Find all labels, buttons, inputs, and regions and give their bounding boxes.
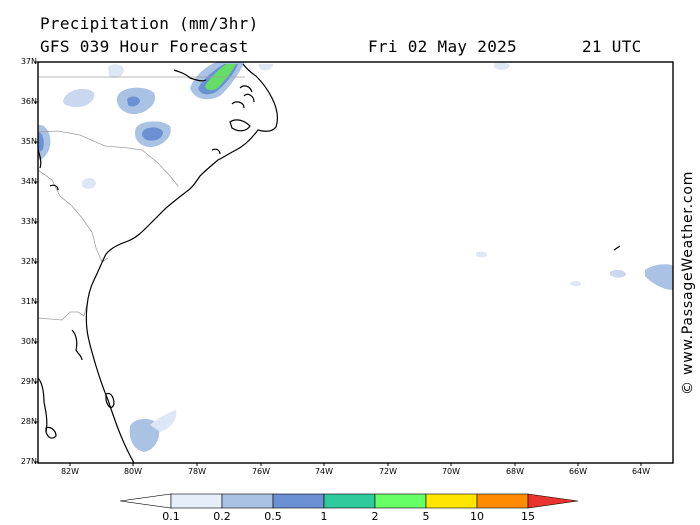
forecast-label: GFS 039 Hour Forecast <box>40 37 249 56</box>
colorbar-label: 5 <box>422 510 430 523</box>
forecast-date: Fri 02 May 2025 <box>368 37 517 56</box>
colorbar-cell <box>272 493 325 509</box>
axis-ticks <box>35 61 642 466</box>
lat-label: 37N <box>20 57 37 66</box>
lon-label: 80W <box>123 467 143 476</box>
forecast-time: 21 UTC <box>582 37 642 56</box>
lon-label: 78W <box>187 467 207 476</box>
lat-label: 34N <box>20 177 37 186</box>
colorbar-label: 1 <box>320 510 328 523</box>
precip-areas <box>38 62 673 452</box>
colorbar-label: 0.2 <box>213 510 231 523</box>
precip-area <box>82 178 96 189</box>
precip-area <box>38 124 51 160</box>
colorbar-cell <box>527 493 579 509</box>
lat-label: 28N <box>20 417 37 426</box>
colorbar-cell <box>374 493 427 509</box>
lat-label: 35N <box>20 137 37 146</box>
lon-label: 76W <box>251 467 271 476</box>
lat-label: 33N <box>20 217 37 226</box>
lon-label: 68W <box>505 467 525 476</box>
precip-area <box>494 62 510 70</box>
precip-area <box>142 127 163 141</box>
precip-area <box>476 251 488 258</box>
precip-area <box>570 281 582 287</box>
colorbar-cell <box>170 493 223 509</box>
lat-label: 29N <box>20 377 37 386</box>
lon-label: 72W <box>378 467 398 476</box>
precip-area <box>150 410 177 432</box>
map-title: Precipitation (mm/3hr) <box>40 14 259 33</box>
colorbar-cell <box>221 493 274 509</box>
colorbar <box>119 493 579 509</box>
lat-label: 30N <box>20 337 37 346</box>
colorbar-label: 2 <box>371 510 379 523</box>
lon-label: 82W <box>60 467 80 476</box>
colorbar-label: 0.5 <box>264 510 282 523</box>
colorbar-label: 10 <box>470 510 484 523</box>
colorbar-cell <box>425 493 478 509</box>
colorbar-cell <box>119 493 172 509</box>
precip-area <box>63 88 95 108</box>
lon-label: 70W <box>441 467 461 476</box>
colorbar-cell <box>476 493 529 509</box>
colorbar-label: 0.1 <box>162 510 180 523</box>
watermark-text: © www.PassageWeather.com <box>680 170 696 395</box>
lon-label: 66W <box>568 467 588 476</box>
lat-label: 27N <box>20 457 37 466</box>
precip-area <box>610 269 626 278</box>
precip-area <box>258 64 274 71</box>
lat-label: 36N <box>20 97 37 106</box>
colorbar-label: 15 <box>521 510 535 523</box>
precip-area <box>38 132 44 152</box>
lat-label: 31N <box>20 297 37 306</box>
lon-label: 64W <box>631 467 651 476</box>
lat-label: 32N <box>20 257 37 266</box>
precip-area <box>129 418 160 452</box>
colorbar-cell <box>323 493 376 509</box>
lon-label: 74W <box>314 467 334 476</box>
precip-area <box>108 64 124 79</box>
precip-area <box>645 264 673 290</box>
precip-area <box>127 96 140 107</box>
